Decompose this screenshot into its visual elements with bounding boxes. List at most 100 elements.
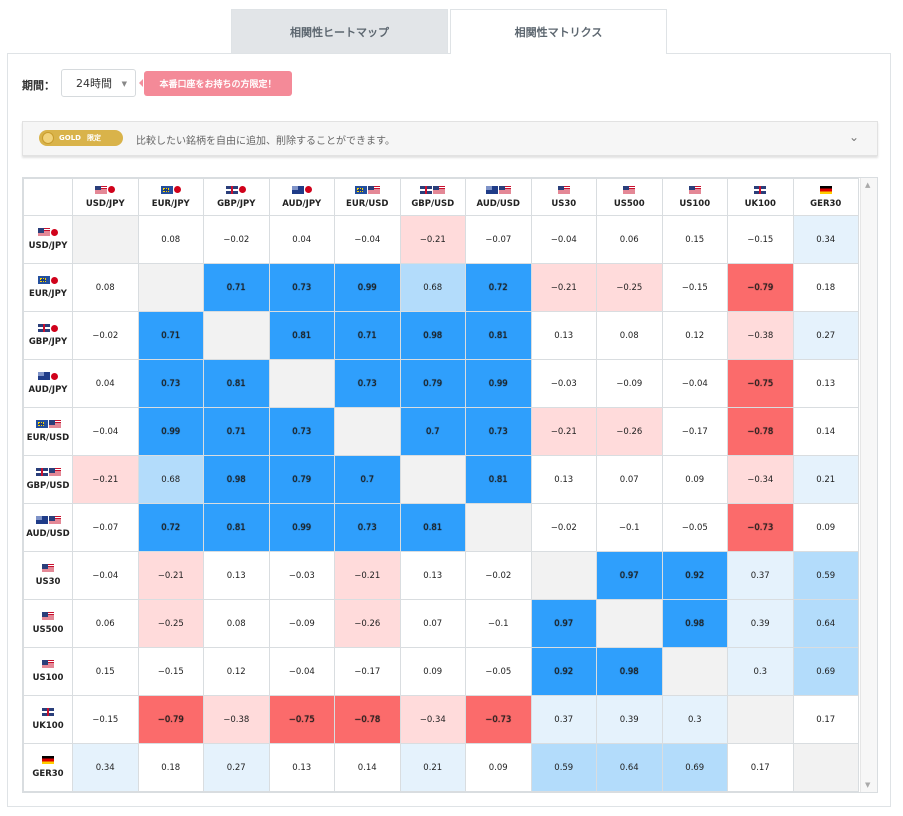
eu-flag-icon (38, 276, 50, 285)
correlation-cell: 0.73 (334, 503, 401, 552)
column-header-label: UK100 (744, 198, 776, 209)
row-header: GER30 (23, 743, 73, 792)
uk-flag-icon (42, 708, 54, 717)
period-select[interactable]: 24時間 ▼ (61, 69, 136, 97)
correlation-cell: −0.07 (465, 215, 532, 264)
flag-icons (226, 185, 247, 194)
correlation-cell (268, 359, 335, 408)
us-flag-icon (48, 468, 61, 477)
correlation-cell: 0.09 (661, 455, 728, 504)
row-header-label: AUD/JPY (28, 385, 68, 396)
live-account-badge: 本番口座をお持ちの方限定！ (144, 71, 292, 96)
correlation-cell: 0.09 (465, 743, 532, 792)
matrix-corner (23, 178, 73, 216)
correlation-cell: 0.06 (72, 599, 139, 648)
jp-flag-icon (51, 228, 58, 236)
correlation-cell: 0.64 (792, 599, 859, 648)
us-flag-icon (38, 228, 50, 237)
tab-matrix[interactable]: 相関性マトリクス (450, 9, 667, 54)
correlation-cell: 0.59 (792, 551, 859, 600)
de-flag-icon (819, 185, 832, 194)
correlation-cell: 0.07 (399, 599, 466, 648)
column-header-label: EUR/USD (346, 198, 389, 209)
jp-flag-icon (304, 186, 312, 194)
correlation-cell: −0.25 (596, 263, 663, 312)
au-flag-icon (291, 185, 304, 194)
us-flag-icon (42, 660, 54, 669)
correlation-cell: 0.18 (792, 263, 859, 312)
correlation-cell: 0.12 (661, 311, 728, 360)
correlation-cell: −0.04 (72, 551, 139, 600)
correlation-cell: −0.75 (727, 359, 794, 408)
scroll-up-icon[interactable]: ▲ (865, 181, 871, 189)
correlation-cell: 0.07 (596, 455, 663, 504)
correlation-cell: 0.08 (72, 263, 139, 312)
correlation-cell: −0.38 (203, 695, 270, 744)
row-header: AUD/JPY (23, 359, 73, 408)
flag-icons (35, 516, 61, 525)
correlation-cell: −0.79 (137, 695, 204, 744)
correlation-cell: 0.71 (137, 311, 204, 360)
correlation-cell: 0.7 (399, 407, 466, 456)
correlation-cell: −0.04 (530, 215, 597, 264)
column-header-label: GER30 (810, 198, 842, 209)
scrollbar[interactable]: ▲ ▼ (860, 178, 877, 792)
correlation-cell: 0.81 (203, 359, 270, 408)
row-header: US30 (23, 551, 73, 600)
correlation-cell: 0.08 (596, 311, 663, 360)
correlation-cell: −0.15 (661, 263, 728, 312)
chevron-down-icon: ▼ (121, 80, 127, 88)
flag-icons (35, 420, 61, 429)
correlation-cell: 0.97 (596, 551, 663, 600)
correlation-cell: 0.21 (399, 743, 466, 792)
correlation-cell: 0.08 (203, 599, 270, 648)
correlation-cell: 0.81 (268, 311, 335, 360)
column-header-label: USD/JPY (85, 198, 125, 209)
flag-icons (42, 564, 54, 573)
correlation-cell: 0.09 (399, 647, 466, 696)
uk-flag-icon (35, 468, 48, 477)
correlation-cell: 0.18 (137, 743, 204, 792)
tab-heatmap[interactable]: 相関性ヒートマップ (231, 9, 448, 53)
correlation-cell: 0.81 (203, 503, 270, 552)
correlation-cell: 0.37 (530, 695, 597, 744)
au-flag-icon (35, 516, 48, 525)
correlation-cell: −0.04 (72, 407, 139, 456)
gold-notice-bar[interactable]: GOLD 限定 比較したい銘柄を自由に追加、削除することができます。 ⌄ (22, 121, 878, 156)
correlation-cell: 0.69 (661, 743, 728, 792)
correlation-cell: 0.15 (661, 215, 728, 264)
correlation-cell: 0.12 (203, 647, 270, 696)
correlation-cell: −0.79 (727, 263, 794, 312)
correlation-cell (792, 743, 859, 792)
flag-icons (38, 228, 58, 237)
column-header-label: AUD/JPY (282, 198, 322, 209)
correlation-cell: 0.99 (465, 359, 532, 408)
correlation-cell: 0.27 (792, 311, 859, 360)
correlation-cell: −0.38 (727, 311, 794, 360)
correlation-cell: 0.81 (465, 311, 532, 360)
correlation-cell (334, 407, 401, 456)
correlation-cell: 0.37 (727, 551, 794, 600)
chevron-down-icon[interactable]: ⌄ (848, 130, 859, 144)
column-header-label: US30 (551, 198, 577, 209)
correlation-cell: −0.15 (72, 695, 139, 744)
correlation-cell: −0.21 (137, 551, 204, 600)
row-header: EUR/USD (23, 407, 73, 456)
correlation-cell: 0.17 (792, 695, 859, 744)
correlation-cell: −0.04 (334, 215, 401, 264)
correlation-cell: 0.34 (792, 215, 859, 264)
row-header-label: UK100 (32, 721, 64, 732)
scroll-down-icon[interactable]: ▼ (865, 781, 871, 789)
correlation-cell: 0.13 (530, 311, 597, 360)
correlation-cell: 0.06 (596, 215, 663, 264)
correlation-cell: 0.98 (399, 311, 466, 360)
us-flag-icon (498, 185, 511, 194)
gold-label: GOLD (59, 134, 81, 142)
correlation-cell: 0.71 (334, 311, 401, 360)
us-flag-icon (42, 564, 54, 573)
us-flag-icon (42, 612, 54, 621)
correlation-cell: −0.73 (465, 695, 532, 744)
correlation-cell: −0.25 (137, 599, 204, 648)
row-header: EUR/JPY (23, 263, 73, 312)
flag-icons (420, 185, 446, 194)
